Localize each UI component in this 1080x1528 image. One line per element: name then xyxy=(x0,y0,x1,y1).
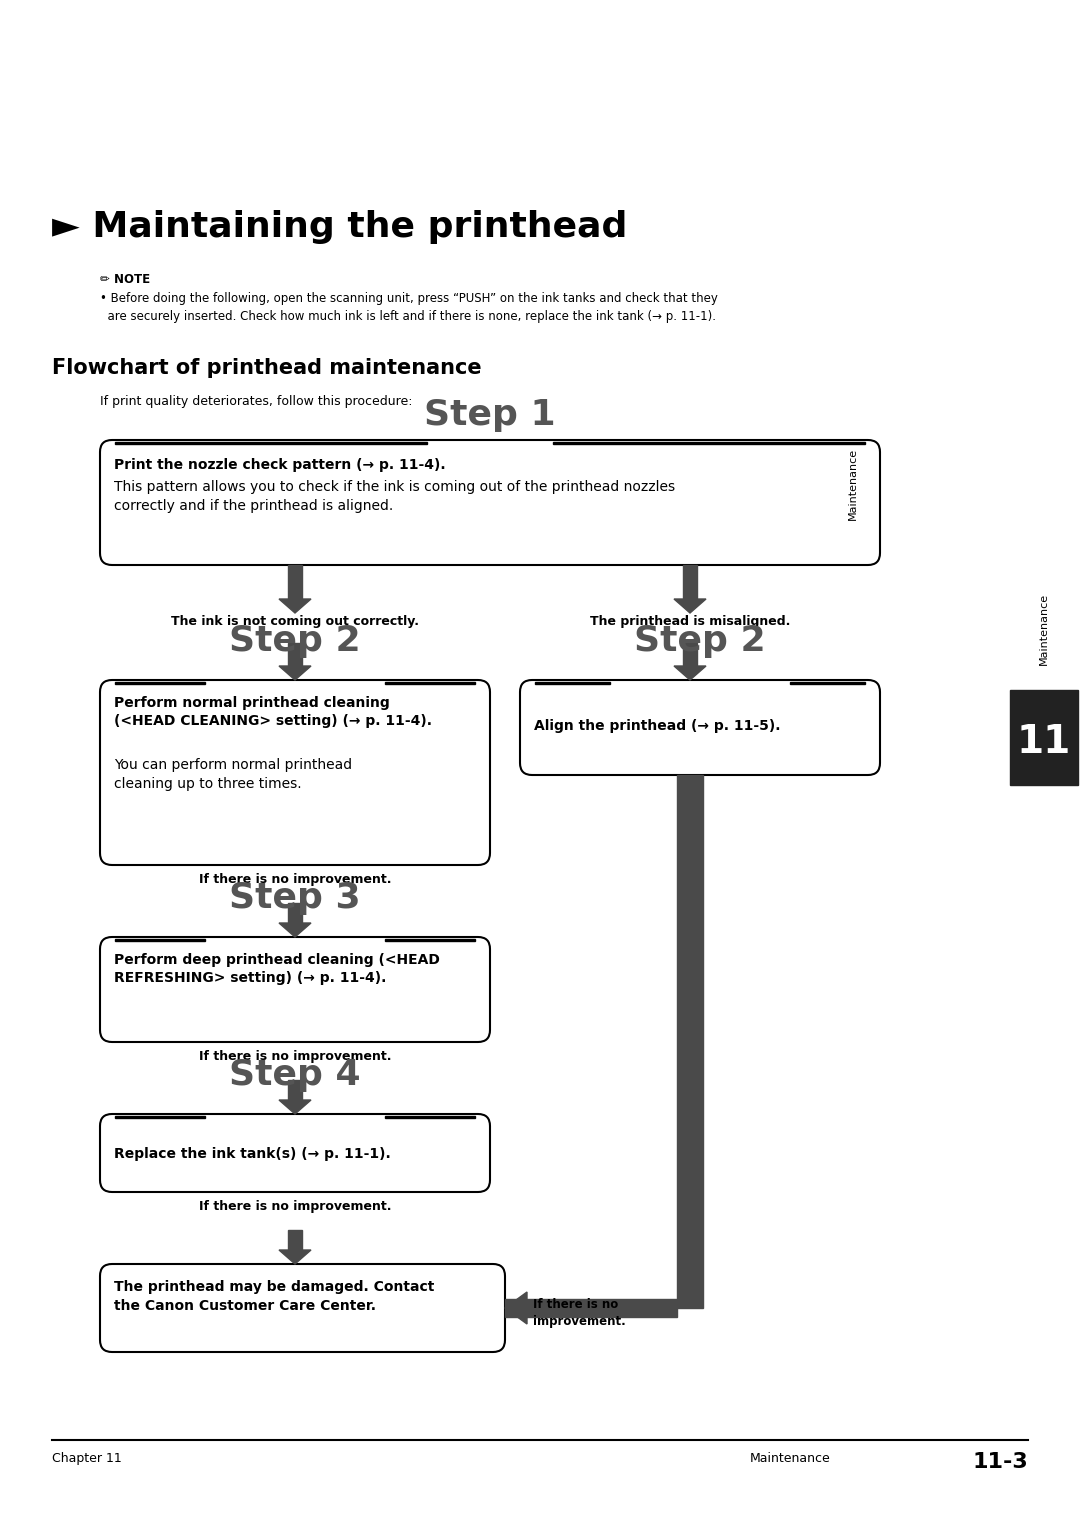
Polygon shape xyxy=(674,666,706,680)
FancyBboxPatch shape xyxy=(100,680,490,865)
Polygon shape xyxy=(505,1299,677,1317)
Polygon shape xyxy=(535,681,610,685)
Polygon shape xyxy=(288,903,302,923)
Polygon shape xyxy=(384,681,475,685)
Text: Maintenance: Maintenance xyxy=(750,1452,831,1465)
Text: Print the nozzle check pattern (→ p. 11-4).: Print the nozzle check pattern (→ p. 11-… xyxy=(114,458,446,472)
FancyBboxPatch shape xyxy=(100,937,490,1042)
Text: Perform deep printhead cleaning (<HEAD
REFRESHING> setting) (→ p. 11-4).: Perform deep printhead cleaning (<HEAD R… xyxy=(114,953,440,986)
Text: If there is no improvement.: If there is no improvement. xyxy=(199,1050,391,1063)
Text: ✏ NOTE: ✏ NOTE xyxy=(100,274,150,286)
Text: This pattern allows you to check if the ink is coming out of the printhead nozzl: This pattern allows you to check if the … xyxy=(114,480,675,513)
Text: • Before doing the following, open the scanning unit, press “PUSH” on the ink ta: • Before doing the following, open the s… xyxy=(100,292,718,322)
Text: If there is no improvement.: If there is no improvement. xyxy=(199,872,391,886)
Polygon shape xyxy=(279,666,311,680)
Text: Align the printhead (→ p. 11-5).: Align the printhead (→ p. 11-5). xyxy=(534,720,781,733)
Text: Chapter 11: Chapter 11 xyxy=(52,1452,122,1465)
Polygon shape xyxy=(683,643,697,666)
Polygon shape xyxy=(288,1230,302,1250)
Text: Step 2: Step 2 xyxy=(634,623,766,659)
Polygon shape xyxy=(683,565,697,599)
Polygon shape xyxy=(114,1115,205,1118)
Text: Step 3: Step 3 xyxy=(229,882,361,915)
FancyBboxPatch shape xyxy=(100,1114,490,1192)
Polygon shape xyxy=(279,599,311,613)
Text: ► Maintaining the printhead: ► Maintaining the printhead xyxy=(52,209,627,244)
Polygon shape xyxy=(1010,691,1078,785)
Polygon shape xyxy=(114,940,205,941)
Polygon shape xyxy=(553,442,865,445)
Text: If there is no
improvement.: If there is no improvement. xyxy=(534,1297,625,1328)
Polygon shape xyxy=(288,1080,302,1100)
Polygon shape xyxy=(279,1100,311,1114)
Text: The printhead may be damaged. Contact
the Canon Customer Care Center.: The printhead may be damaged. Contact th… xyxy=(114,1280,434,1313)
Polygon shape xyxy=(674,599,706,613)
Polygon shape xyxy=(384,940,475,941)
FancyBboxPatch shape xyxy=(100,1264,505,1352)
Polygon shape xyxy=(279,923,311,937)
Text: Replace the ink tank(s) (→ p. 11-1).: Replace the ink tank(s) (→ p. 11-1). xyxy=(114,1148,391,1161)
Polygon shape xyxy=(789,681,865,685)
Polygon shape xyxy=(677,775,703,1308)
Text: Maintenance: Maintenance xyxy=(1039,593,1049,665)
Text: If there is no improvement.: If there is no improvement. xyxy=(199,1199,391,1213)
Text: If print quality deteriorates, follow this procedure:: If print quality deteriorates, follow th… xyxy=(100,396,413,408)
Text: Maintenance: Maintenance xyxy=(848,448,858,520)
Text: 11: 11 xyxy=(1017,723,1071,761)
Polygon shape xyxy=(288,565,302,599)
Polygon shape xyxy=(288,643,302,666)
Polygon shape xyxy=(384,1115,475,1118)
FancyBboxPatch shape xyxy=(100,440,880,565)
Text: The ink is not coming out correctly.: The ink is not coming out correctly. xyxy=(171,614,419,628)
Polygon shape xyxy=(114,681,205,685)
Text: You can perform normal printhead
cleaning up to three times.: You can perform normal printhead cleanin… xyxy=(114,758,352,792)
Text: Step 4: Step 4 xyxy=(229,1057,361,1093)
Text: 11-3: 11-3 xyxy=(972,1452,1028,1471)
Text: Perform normal printhead cleaning
(<HEAD CLEANING> setting) (→ p. 11-4).: Perform normal printhead cleaning (<HEAD… xyxy=(114,695,432,727)
Polygon shape xyxy=(114,442,427,445)
Polygon shape xyxy=(279,1250,311,1264)
Text: Step 1: Step 1 xyxy=(424,397,556,432)
FancyBboxPatch shape xyxy=(519,680,880,775)
Polygon shape xyxy=(505,1293,527,1323)
Text: Flowchart of printhead maintenance: Flowchart of printhead maintenance xyxy=(52,358,482,377)
Text: Step 2: Step 2 xyxy=(229,623,361,659)
Text: The printhead is misaligned.: The printhead is misaligned. xyxy=(590,614,791,628)
